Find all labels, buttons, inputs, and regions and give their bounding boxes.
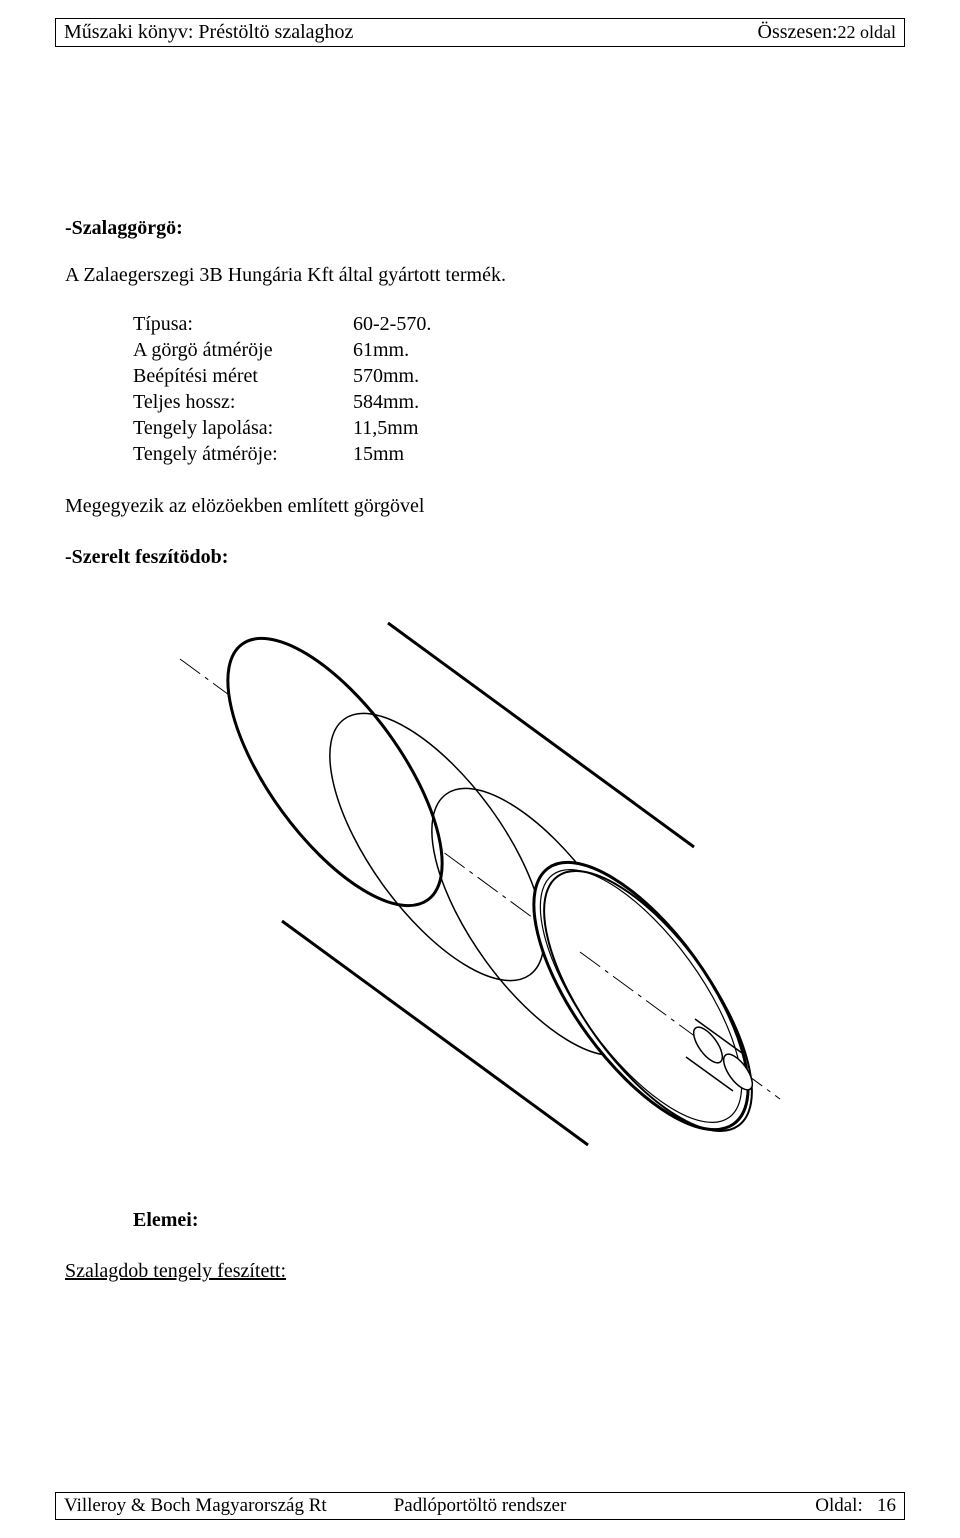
spec-value: 570mm. [353,363,419,389]
footer-system: Padlóportöltö rendszer [394,1495,567,1517]
spec-label: Beépítési méret [133,363,353,389]
spec-value: 15mm [353,441,404,467]
spec-value: 60-2-570. [353,311,431,337]
conclusion-text: Megegyezik az elözöekben említett görgöv… [65,495,905,518]
subtitle-heading: -Szerelt feszítödob: [65,546,905,569]
header-title: Műszaki könyv: Préstöltö szalaghoz [64,21,353,44]
spec-value: 11,5mm [353,415,418,441]
page-footer: Villeroy & Boch Magyarország Rt Padlópor… [55,1492,905,1520]
spec-row: Beépítési méret 570mm. [133,363,905,389]
cylinder-diagram [55,589,905,1189]
footer-page: Oldal: 16 [815,1495,896,1517]
footer-company: Villeroy & Boch Magyarország Rt [64,1495,327,1517]
header-page-count: Összesen:22 oldal [758,21,896,44]
specifications-list: Típusa: 60-2-570. A görgö átméröje 61mm.… [133,311,905,467]
spec-row: Tengely átméröje: 15mm [133,441,905,467]
spec-row: Tengely lapolása: 11,5mm [133,415,905,441]
section-heading: -Szalaggörgö: [65,217,905,240]
elements-heading: Elemei: [133,1209,905,1232]
spec-value: 584mm. [353,389,419,415]
intro-paragraph: A Zalaegerszegi 3B Hungária Kft által gy… [65,264,905,287]
spec-label: A görgö átméröje [133,337,353,363]
component-name: Szalagdob tengely feszített: [65,1260,905,1283]
spec-row: A görgö átméröje 61mm. [133,337,905,363]
spec-value: 61mm. [353,337,409,363]
spec-label: Teljes hossz: [133,389,353,415]
spec-label: Típusa: [133,311,353,337]
spec-label: Tengely átméröje: [133,441,353,467]
cylinder-svg [100,589,860,1189]
spec-label: Tengely lapolása: [133,415,353,441]
spec-row: Típusa: 60-2-570. [133,311,905,337]
page-header: Műszaki könyv: Préstöltö szalaghoz Össze… [55,18,905,47]
spec-row: Teljes hossz: 584mm. [133,389,905,415]
